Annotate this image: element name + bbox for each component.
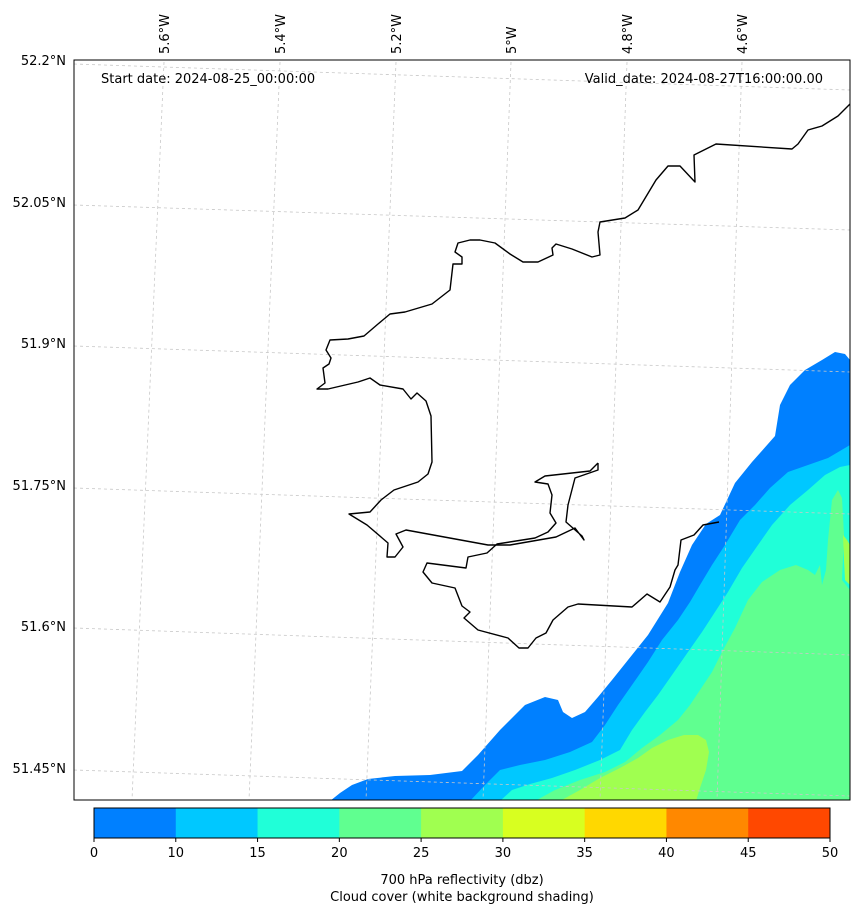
lon-label-5-6: 5.6°W bbox=[158, 14, 173, 54]
lon-label-5-2: 5.2°W bbox=[390, 14, 405, 54]
colorbar-swatches bbox=[94, 808, 831, 838]
colorbar-swatch bbox=[666, 808, 749, 838]
lat-label-51-9: 51.9°N bbox=[21, 337, 66, 352]
colorbar-tick-label: 30 bbox=[495, 846, 512, 861]
colorbar-swatch bbox=[94, 808, 177, 838]
valid-date-text: Valid_date: 2024-08-27T16:00:00.00 bbox=[585, 72, 823, 87]
lon-label-5-4: 5.4°W bbox=[274, 14, 289, 54]
lat-label-51-45: 51.45°N bbox=[13, 762, 66, 777]
colorbar-ticks: 0 10 15 20 25 30 35 40 45 50 bbox=[90, 838, 838, 861]
lat-label-52-2: 52.2°N bbox=[21, 54, 66, 69]
lon-label-4-6: 4.6°W bbox=[736, 14, 751, 54]
colorbar-swatch bbox=[421, 808, 504, 838]
colorbar-label-line1: 700 hPa reflectivity (dbz) bbox=[380, 873, 543, 888]
colorbar-swatch bbox=[257, 808, 340, 838]
plot-frame bbox=[73, 59, 851, 801]
colorbar-tick-label: 35 bbox=[576, 846, 593, 861]
colorbar-swatch bbox=[175, 808, 259, 838]
colorbar-tick-label: 15 bbox=[249, 846, 266, 861]
contour-25-30-edge bbox=[843, 535, 850, 585]
colorbar-tick-label: 10 bbox=[168, 846, 185, 861]
colorbar-swatch bbox=[339, 808, 422, 838]
colorbar-tick-label: 50 bbox=[822, 846, 839, 861]
contour-20-25 bbox=[536, 490, 850, 800]
colorbar-swatch bbox=[502, 808, 586, 838]
colorbar-tick-label: 0 bbox=[90, 846, 98, 861]
colorbar-swatch bbox=[748, 808, 831, 838]
colorbar-tick-label: 25 bbox=[413, 846, 430, 861]
colorbar-frame bbox=[93, 807, 831, 839]
coastline-main bbox=[316, 103, 850, 558]
colorbar-tick-label: 40 bbox=[658, 846, 675, 861]
colorbar-label-line2: Cloud cover (white background shading) bbox=[330, 890, 594, 905]
lat-label-51-75: 51.75°N bbox=[13, 479, 66, 494]
lat-label-51-6: 51.6°N bbox=[21, 620, 66, 635]
colorbar-tick-label: 20 bbox=[331, 846, 348, 861]
colorbar-swatch bbox=[584, 808, 667, 838]
start-date-text: Start date: 2024-08-25_00:00:00 bbox=[101, 72, 315, 87]
lon-label-4-8: 4.8°W bbox=[621, 14, 636, 54]
colorbar: 0 10 15 20 25 30 35 40 45 50 700 hPa reflectivity… bbox=[90, 807, 838, 905]
lon-label-5: 5°W bbox=[505, 26, 520, 54]
lon-labels: 5.6°W 5.4°W 5.2°W 5°W 4.8°W 4.6°W bbox=[158, 14, 751, 54]
contour-25-30 bbox=[561, 735, 709, 800]
coastline-haven bbox=[422, 462, 720, 649]
colorbar-tick-label: 45 bbox=[740, 846, 757, 861]
reflectivity-contours bbox=[331, 352, 850, 800]
lat-labels: 52.2°N 52.05°N 51.9°N 51.75°N 51.6°N 51.… bbox=[13, 54, 66, 777]
lat-label-52-05: 52.05°N bbox=[13, 196, 66, 211]
